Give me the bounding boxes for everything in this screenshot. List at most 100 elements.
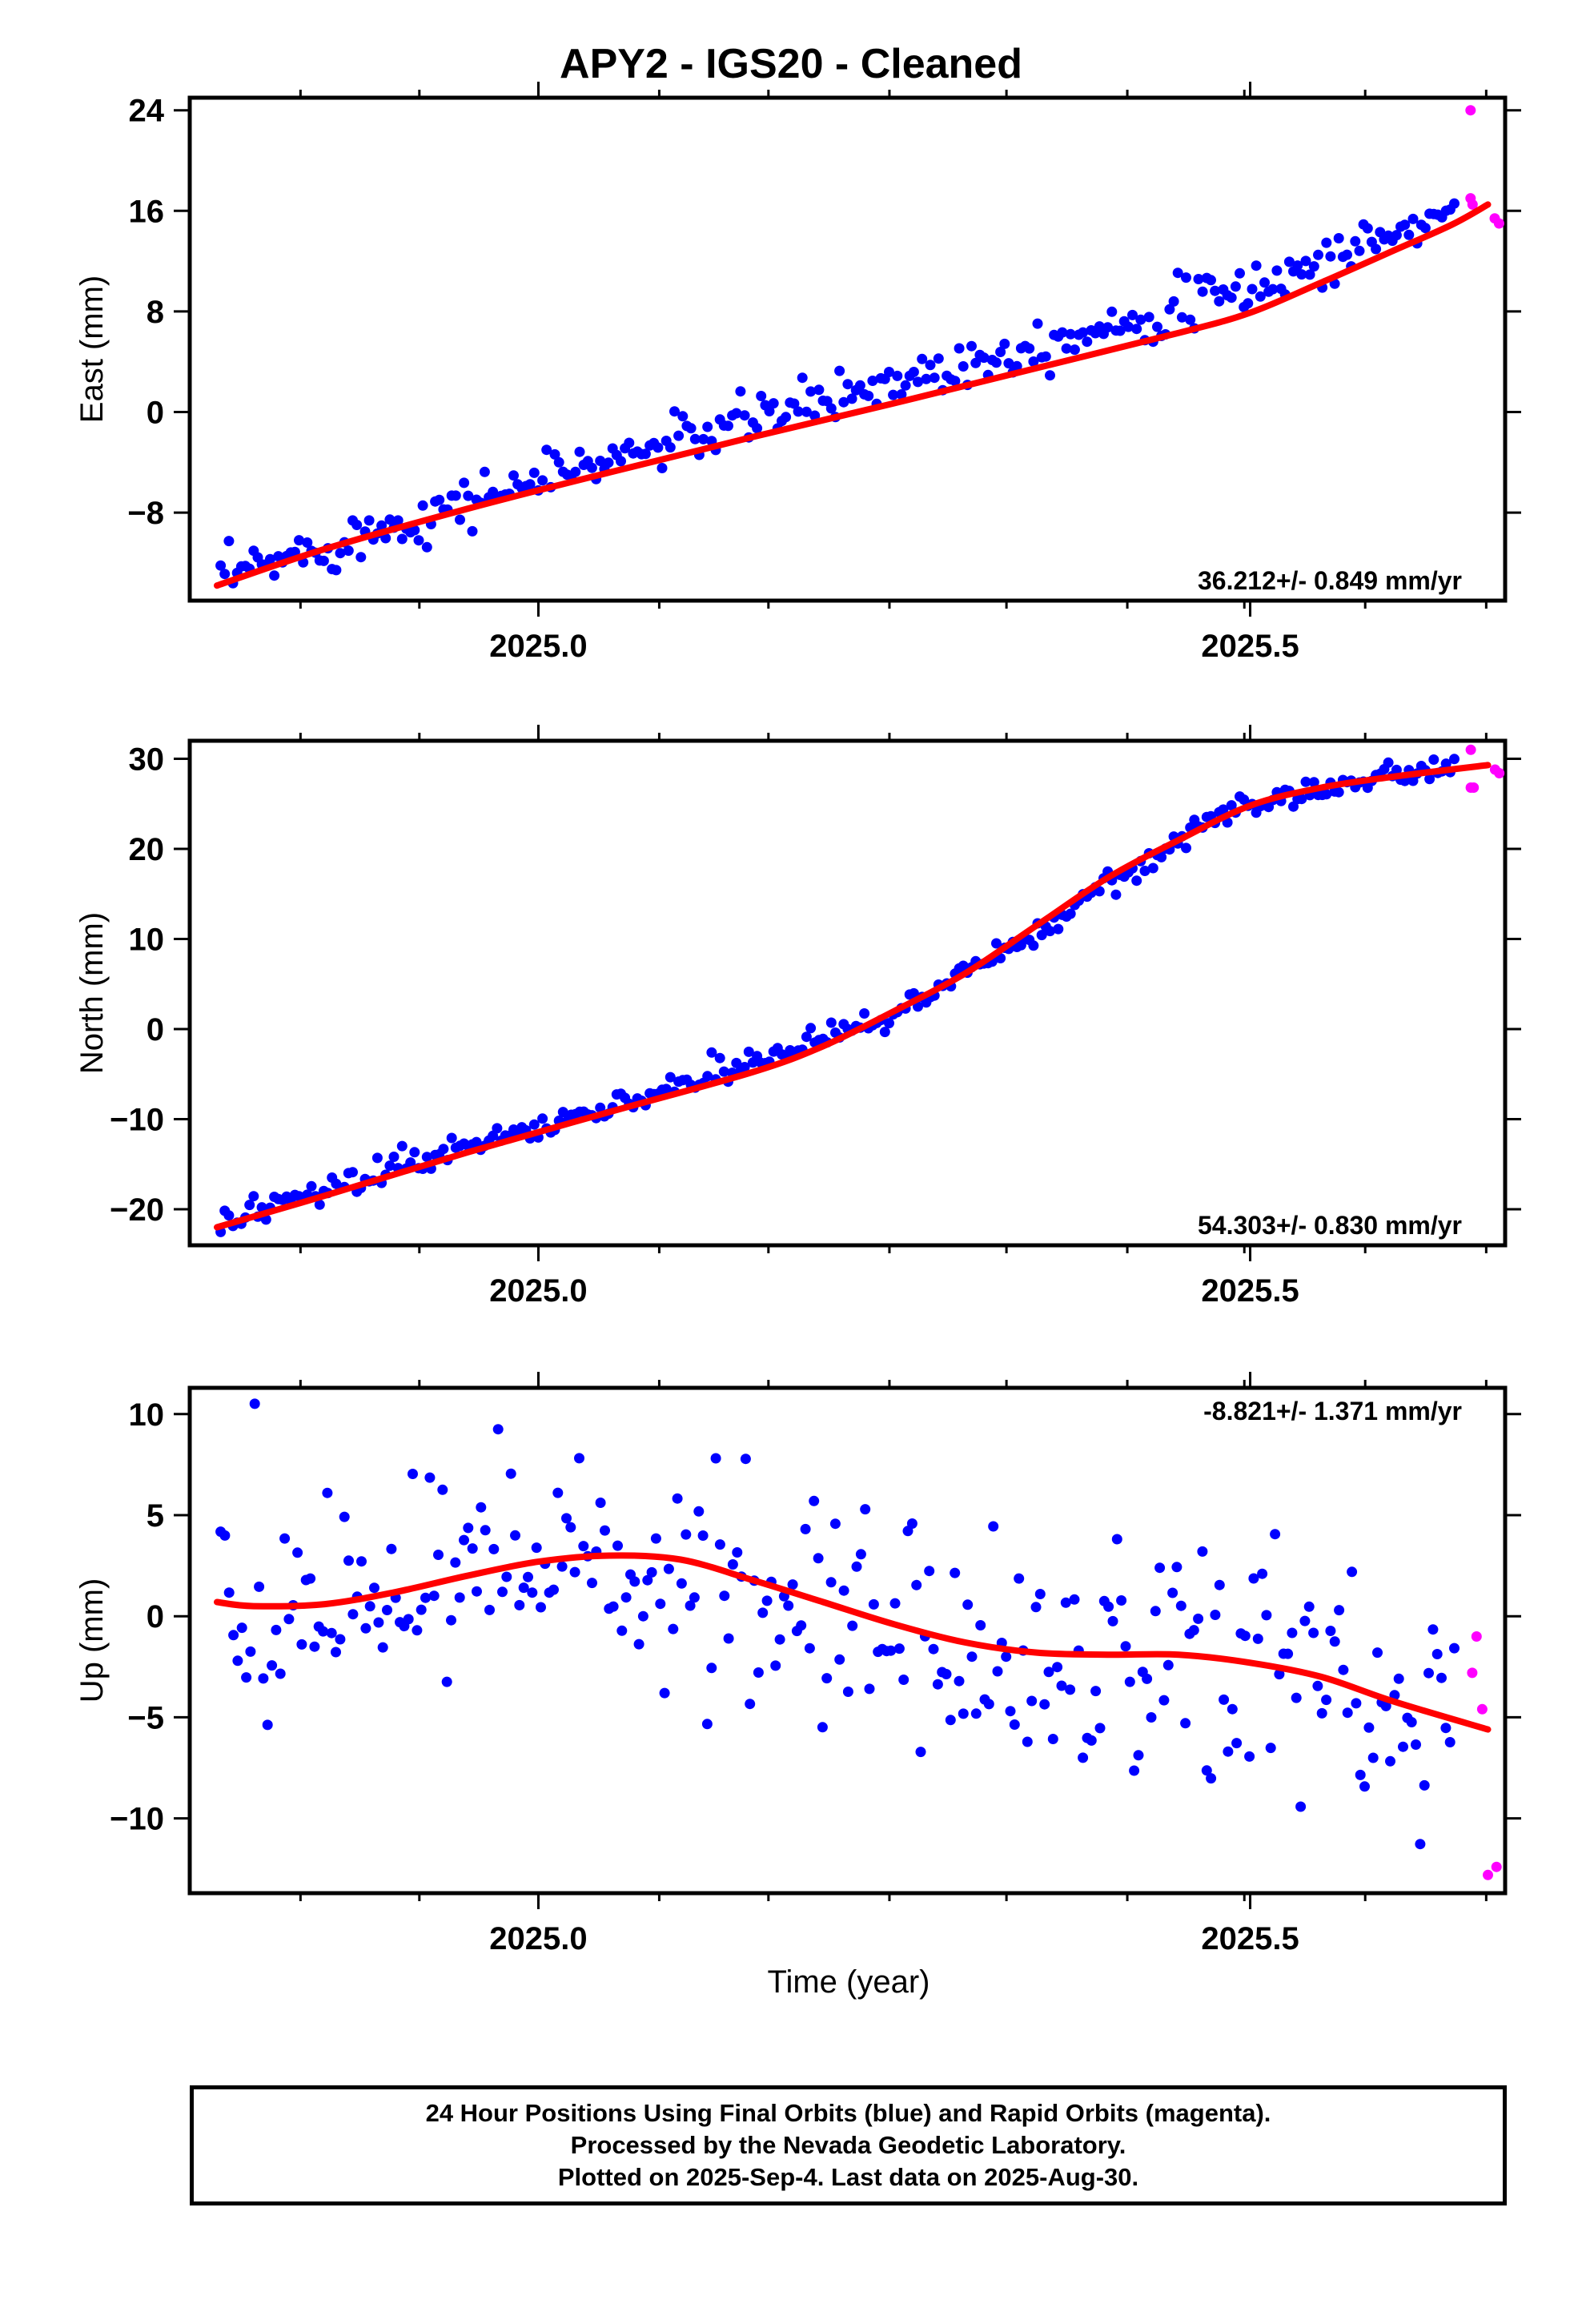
- east-final-point: [1011, 360, 1022, 372]
- east-final-point: [1061, 343, 1072, 354]
- up-final-point: [1257, 1568, 1268, 1579]
- up-final-point: [834, 1654, 845, 1665]
- north-final-point: [661, 1084, 672, 1095]
- east-final-point: [731, 408, 742, 419]
- up-final-point: [420, 1592, 431, 1603]
- up-final-point: [911, 1579, 922, 1590]
- caption-line-3: Plotted on 2025-Sep-4. Last data on 2025…: [557, 2163, 1139, 2191]
- up-final-point: [915, 1747, 926, 1758]
- east-final-point: [888, 389, 899, 400]
- up-final-point: [1146, 1712, 1157, 1723]
- up-final-point: [1355, 1769, 1366, 1780]
- up-final-point: [924, 1566, 935, 1577]
- up-final-point: [1342, 1707, 1353, 1719]
- up-final-point: [484, 1604, 495, 1615]
- east-final-point: [1251, 260, 1262, 271]
- up-final-point: [1325, 1626, 1336, 1636]
- up-final-point: [701, 1719, 713, 1730]
- up-final-point: [970, 1708, 982, 1719]
- east-final-point: [1172, 267, 1183, 279]
- east-final-point: [413, 535, 424, 546]
- up-final-point: [1347, 1566, 1358, 1578]
- east-y-tick-label: 24: [129, 94, 165, 129]
- east-final-point: [921, 373, 932, 384]
- north-final-point: [405, 1157, 416, 1168]
- up-final-point: [1287, 1627, 1298, 1638]
- east-final-point: [1143, 312, 1154, 323]
- up-final-point: [424, 1472, 436, 1483]
- up-final-point: [681, 1529, 692, 1540]
- east-final-point: [846, 393, 857, 404]
- north-final-point: [1449, 754, 1460, 765]
- up-final-point: [1069, 1594, 1080, 1605]
- north-y-tick-label: 30: [129, 742, 165, 778]
- east-final-point: [917, 353, 928, 364]
- up-final-point: [616, 1625, 628, 1636]
- up-rapid-point: [1476, 1703, 1488, 1715]
- east-final-point: [343, 545, 354, 557]
- east-final-point: [1325, 251, 1336, 262]
- east-final-point: [768, 398, 779, 409]
- east-final-point: [1131, 324, 1142, 335]
- east-rate-label: 36.212+/- 0.849 mm/yr: [1198, 566, 1462, 595]
- east-final-point: [215, 560, 227, 571]
- east-final-point: [867, 376, 878, 386]
- north-final-point: [1181, 842, 1191, 854]
- up-final-point: [386, 1543, 397, 1554]
- east-x-tick-label: 2025.0: [489, 629, 587, 664]
- north-final-point: [244, 1200, 255, 1211]
- up-final-point: [655, 1598, 666, 1610]
- up-final-point: [318, 1626, 329, 1637]
- up-final-point: [650, 1533, 661, 1544]
- east-rapid-point: [1467, 199, 1478, 210]
- up-final-point: [842, 1687, 853, 1697]
- up-final-point: [1197, 1546, 1208, 1557]
- up-final-point: [1303, 1601, 1315, 1612]
- north-final-point: [223, 1210, 235, 1221]
- up-final-point: [676, 1578, 687, 1589]
- east-final-point: [913, 376, 923, 388]
- north-final-point: [884, 1018, 894, 1029]
- east-final-point: [884, 367, 894, 377]
- up-final-point: [408, 1469, 418, 1479]
- up-final-point: [1223, 1746, 1234, 1757]
- up-final-point: [796, 1620, 807, 1631]
- east-final-point: [1057, 327, 1068, 338]
- up-final-point: [1351, 1698, 1362, 1709]
- north-final-point: [471, 1136, 482, 1148]
- east-final-point: [1271, 265, 1283, 276]
- up-final-point: [262, 1719, 273, 1731]
- up-final-point: [1227, 1703, 1238, 1715]
- up-final-point: [433, 1550, 444, 1560]
- east-final-point: [1102, 322, 1114, 333]
- east-final-point: [1127, 309, 1138, 320]
- up-final-point: [1210, 1610, 1221, 1620]
- up-final-point: [1111, 1534, 1122, 1545]
- up-final-point: [629, 1576, 640, 1587]
- up-final-point: [219, 1530, 231, 1541]
- east-final-point: [294, 535, 304, 546]
- up-final-point: [578, 1541, 589, 1552]
- up-final-point: [757, 1607, 769, 1618]
- up-final-point: [838, 1585, 849, 1596]
- east-final-point: [1313, 249, 1323, 260]
- up-final-point: [326, 1627, 337, 1638]
- east-final-point: [363, 515, 375, 526]
- north-final-point: [1440, 758, 1452, 770]
- up-final-point: [1265, 1743, 1276, 1754]
- up-final-point: [1316, 1707, 1327, 1719]
- east-final-point: [355, 552, 367, 563]
- up-final-point: [1052, 1662, 1063, 1673]
- up-final-point: [228, 1630, 239, 1641]
- north-rapid-point: [1465, 744, 1476, 755]
- north-final-point: [991, 938, 1002, 949]
- up-final-point: [1124, 1676, 1135, 1687]
- north-final-point: [446, 1132, 457, 1144]
- north-rapid-point: [1494, 768, 1505, 778]
- caption-box: 24 Hour Positions Using Final Orbits (bl…: [190, 2085, 1507, 2205]
- east-final-point: [595, 456, 606, 466]
- up-final-point: [1248, 1573, 1259, 1584]
- up-y-tick-label: 5: [147, 1498, 164, 1534]
- east-final-point: [723, 420, 733, 432]
- up-final-point: [941, 1669, 952, 1679]
